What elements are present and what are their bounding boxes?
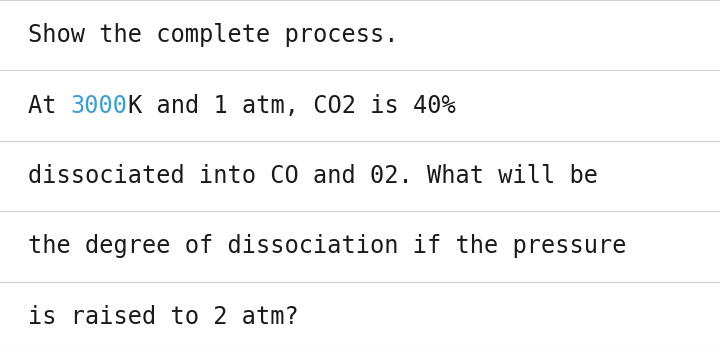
Text: At: At bbox=[28, 94, 71, 118]
Text: dissociated into CO and 02. What will be: dissociated into CO and 02. What will be bbox=[28, 164, 598, 188]
Text: the degree of dissociation if the pressure: the degree of dissociation if the pressu… bbox=[28, 234, 626, 258]
Text: K and 1 atm, CO2 is 40%: K and 1 atm, CO2 is 40% bbox=[127, 94, 456, 118]
Text: is raised to 2 atm?: is raised to 2 atm? bbox=[28, 305, 299, 329]
Text: Show the complete process.: Show the complete process. bbox=[28, 23, 398, 47]
Text: 3000: 3000 bbox=[71, 94, 127, 118]
